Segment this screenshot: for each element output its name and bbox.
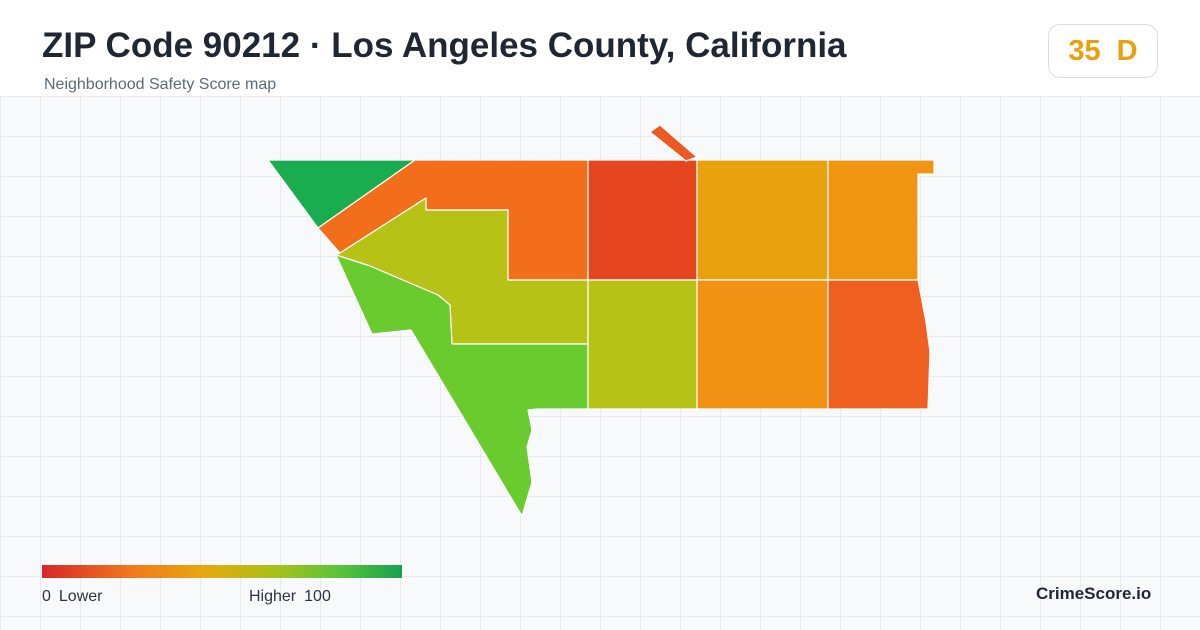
map-region-north-central[interactable] — [587, 159, 698, 281]
legend-gradient-bar — [42, 565, 402, 578]
page-subtitle: Neighborhood Safety Score map — [44, 76, 277, 93]
map-region-southwest-green[interactable] — [335, 254, 589, 517]
header: ZIP Code 90212 · Los Angeles County, Cal… — [0, 0, 1200, 96]
page-title: ZIP Code 90212 · Los Angeles County, Cal… — [42, 26, 847, 65]
map-region-northeast-2[interactable] — [827, 159, 935, 281]
legend-min-label: 0 Lower — [42, 588, 102, 606]
legend-max-value: 100 — [304, 588, 331, 605]
map-region-central-mid[interactable] — [587, 279, 698, 410]
map-region-southeast-1[interactable] — [696, 279, 829, 410]
score-grade: D — [1116, 34, 1138, 67]
brand-name[interactable]: CrimeScore.io — [1036, 584, 1152, 603]
legend-max-text: Higher — [249, 588, 297, 605]
map-region-northeast-1[interactable] — [696, 159, 829, 281]
score-badge: 35 D — [1048, 24, 1158, 78]
map-region-southeast-2[interactable] — [827, 279, 931, 410]
legend-min-value: 0 — [42, 588, 51, 605]
legend-max-label: Higher 100 — [249, 588, 331, 606]
legend-min-text: Lower — [58, 588, 103, 605]
score-value: 35 — [1068, 34, 1101, 67]
map-region-north-spur[interactable] — [649, 124, 698, 162]
